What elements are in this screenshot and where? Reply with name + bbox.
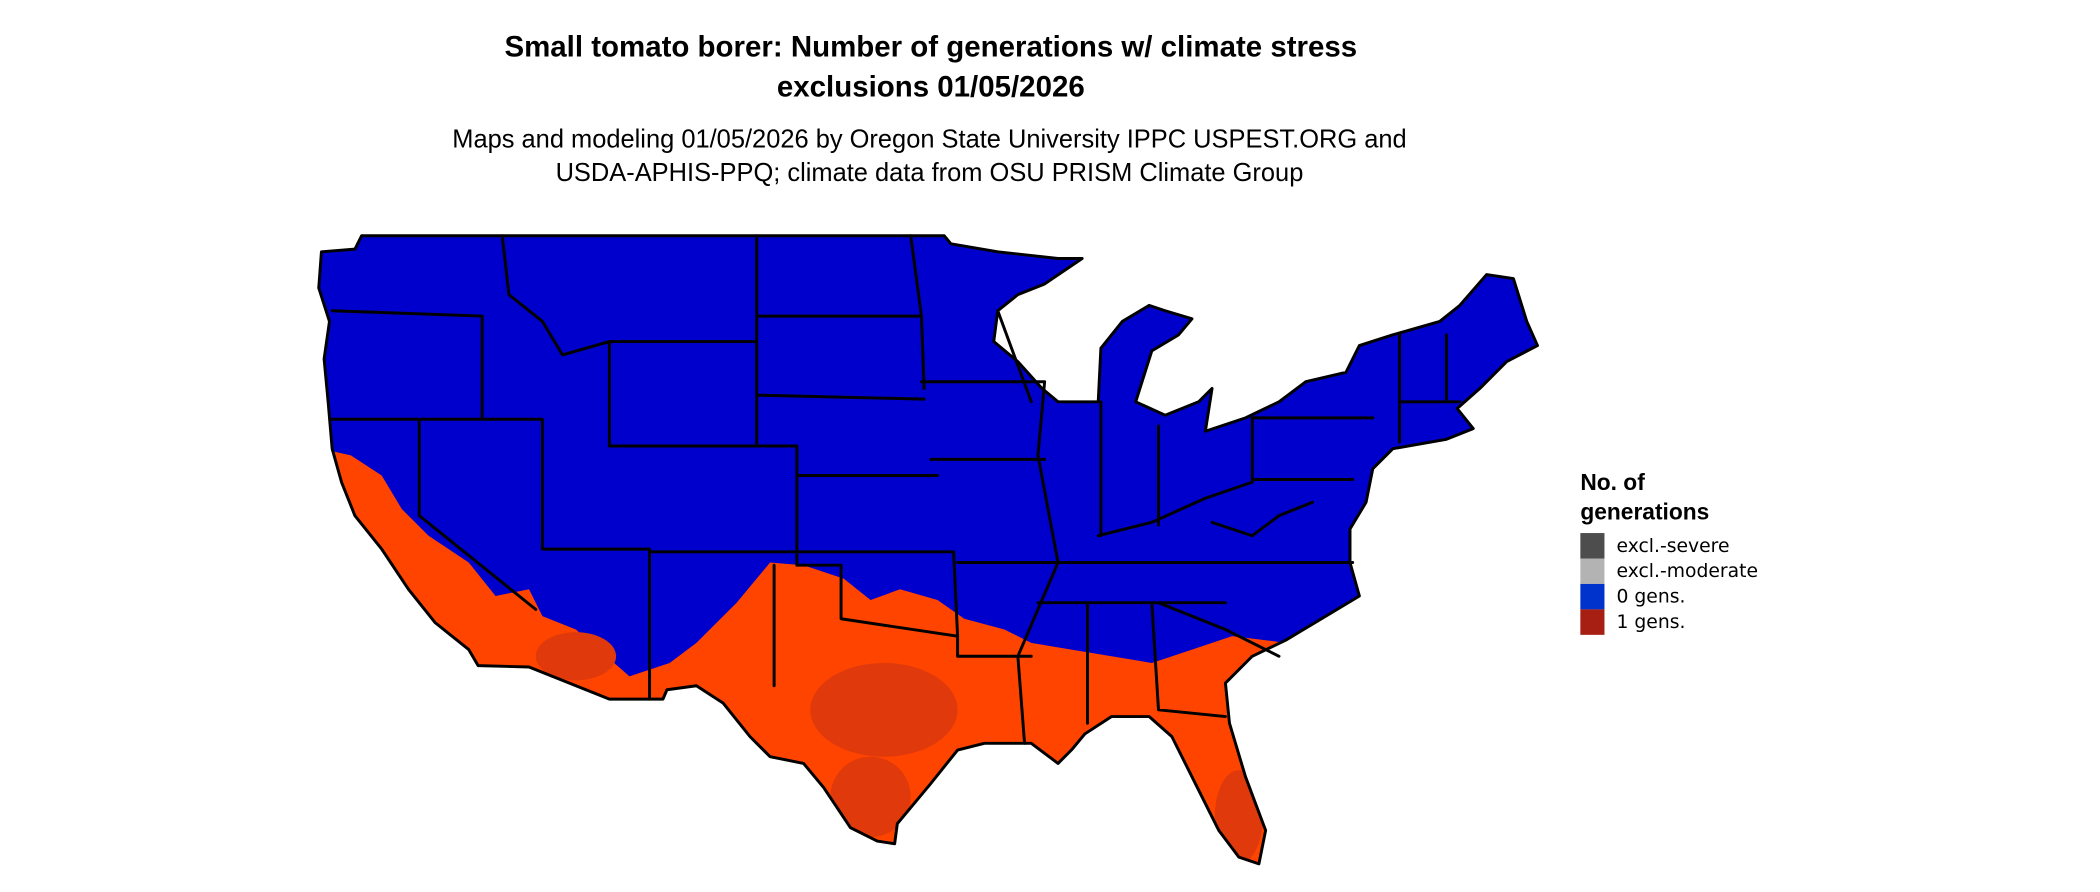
generation-raster bbox=[318, 235, 1538, 864]
one-gen-dark-tx bbox=[810, 662, 958, 757]
legend-item: excl.-severe bbox=[1580, 533, 1730, 559]
legend-title-line1: No. of bbox=[1580, 469, 1645, 495]
legend-swatch-1-gens bbox=[1580, 609, 1605, 635]
legend-item: excl.-moderate bbox=[1580, 558, 1758, 584]
legend-item: 0 gens. bbox=[1580, 583, 1686, 610]
legend-label: 0 gens. bbox=[1617, 587, 1686, 608]
one-gen-dark-fl bbox=[1214, 770, 1263, 864]
subtitle-line1: Maps and modeling 01/05/2026 by Oregon S… bbox=[452, 125, 1406, 153]
legend: No. of generations excl.-severe excl.-mo… bbox=[1580, 469, 1758, 635]
title-line2: exclusions 01/05/2026 bbox=[777, 70, 1085, 103]
legend-title-line2: generations bbox=[1580, 499, 1709, 525]
legend-label: 1 gens. bbox=[1617, 612, 1686, 633]
state-borders bbox=[317, 234, 1539, 866]
one-gen-dark-s-tx bbox=[830, 756, 911, 838]
subtitle-line2: USDA-APHIS-PPQ; climate data from OSU PR… bbox=[556, 159, 1304, 187]
zero-gens-area bbox=[318, 235, 1538, 864]
legend-label: excl.-moderate bbox=[1617, 561, 1758, 582]
legend-swatch-excl-moderate bbox=[1580, 558, 1605, 584]
one-gen-dark-az bbox=[535, 632, 617, 681]
legend-item: 1 gens. bbox=[1580, 609, 1686, 635]
legend-label: excl.-severe bbox=[1617, 536, 1730, 557]
legend-swatch-excl-severe bbox=[1580, 533, 1605, 559]
legend-swatch-0-gens bbox=[1580, 583, 1605, 610]
title-line1: Small tomato borer: Number of generation… bbox=[504, 30, 1357, 63]
